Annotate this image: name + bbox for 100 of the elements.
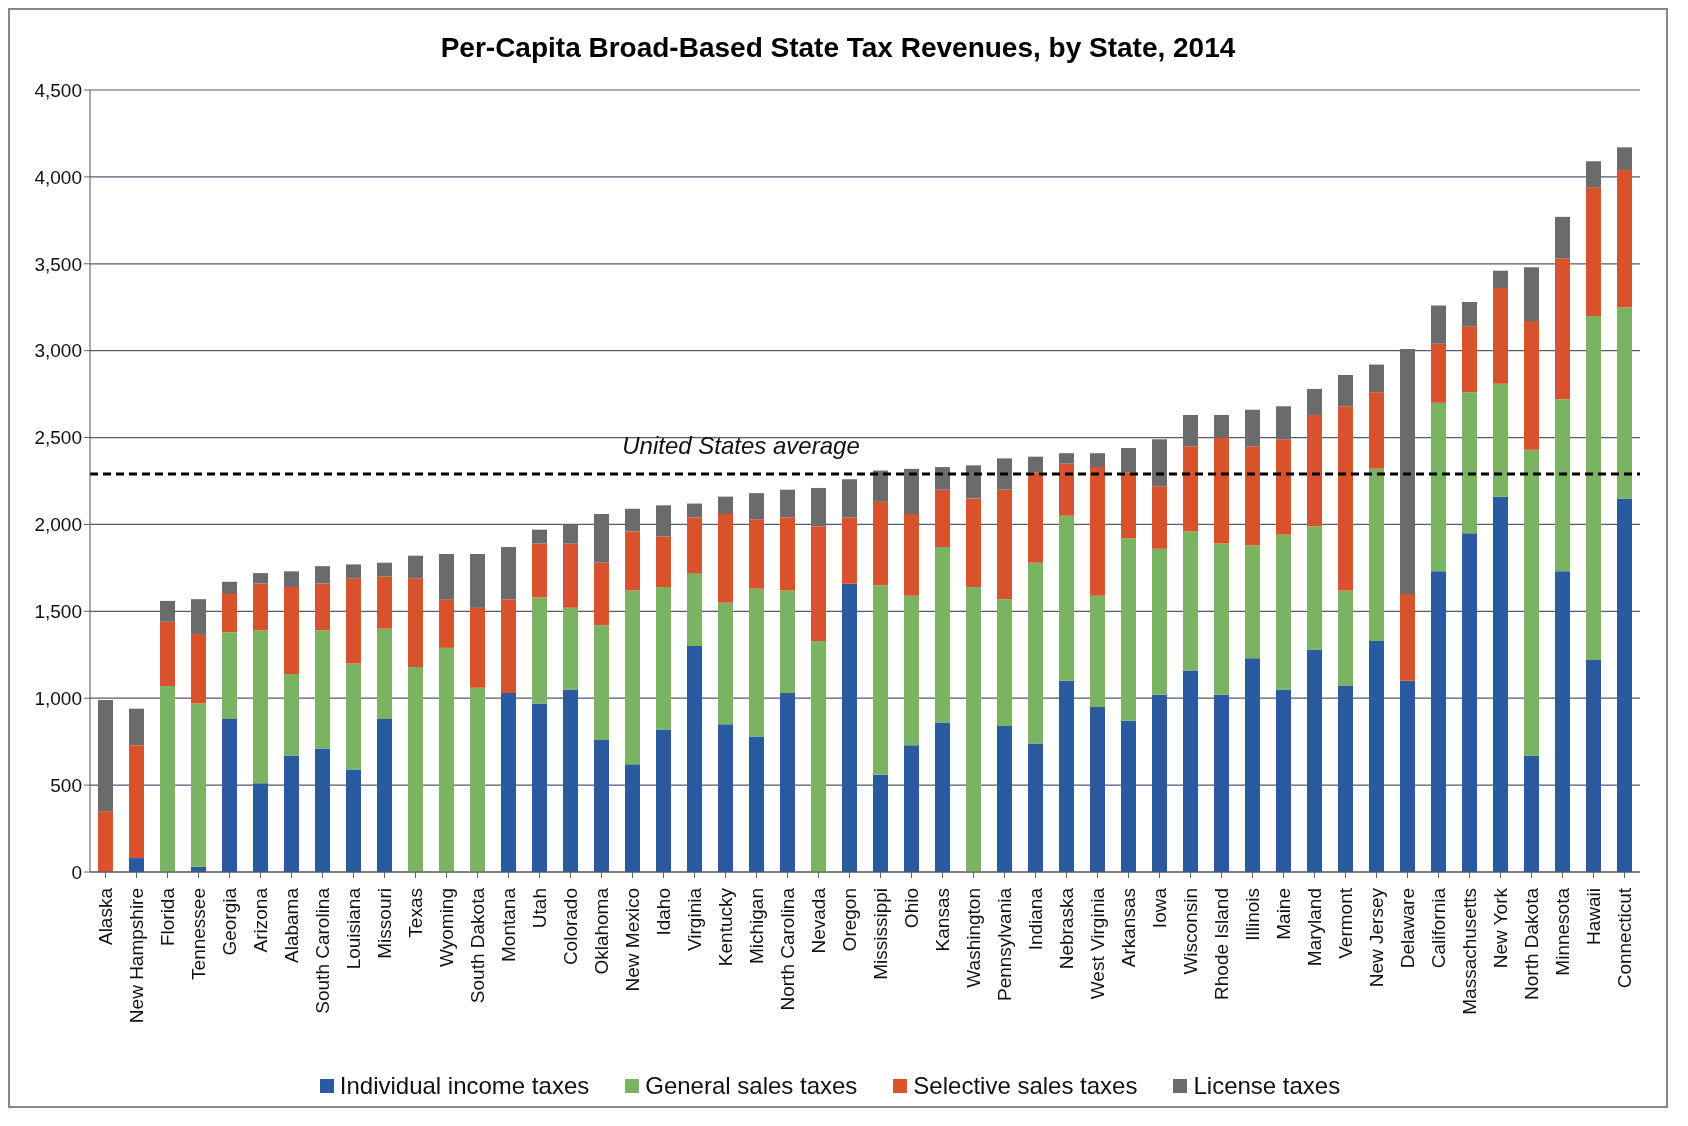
bar [1183,446,1198,532]
bar [501,599,516,694]
bar [1431,571,1446,872]
bar [718,496,733,515]
bar [1586,161,1601,188]
bar [1028,562,1043,744]
bar [439,647,454,872]
bar [377,628,392,720]
bar [594,514,609,563]
x-tick-label: Washington [963,888,984,988]
x-tick-label: Kentucky [715,887,736,967]
x-tick-label: South Dakota [467,887,488,1004]
x-tick-label: Texas [405,888,426,938]
bar [470,687,485,872]
x-tick-label: New Mexico [622,888,643,992]
bar [935,489,950,548]
x-tick-label: New York [1490,887,1511,969]
bar [1462,302,1477,327]
bar [1586,659,1601,872]
bar [687,646,702,872]
bar [1617,147,1632,170]
x-tick-label: Delaware [1397,888,1418,969]
bar [1462,326,1477,393]
bar [284,571,299,587]
bar [408,555,423,579]
bar [1245,545,1260,659]
bar [1307,388,1322,415]
y-tick-label: 500 [50,774,82,796]
bar [1307,649,1322,872]
bar [98,811,113,872]
bar [1338,686,1353,872]
bar [563,607,578,690]
bar [935,467,950,490]
bar [1183,414,1198,447]
bar [222,593,237,633]
x-tick-label: Rhode Island [1211,888,1232,1000]
bar [1152,548,1167,695]
bar [315,583,330,631]
bar [408,666,423,872]
bar [98,699,113,812]
x-tick-label: Kansas [932,888,953,952]
bar [315,566,330,584]
x-tick-label: Michigan [746,888,767,965]
x-tick-label: Tennessee [188,888,209,980]
bar [284,755,299,872]
bar [1524,267,1539,322]
x-tick-label: Utah [529,888,550,929]
bar [656,536,671,587]
x-tick-label: Indiana [1025,887,1046,951]
bar [1276,406,1291,440]
x-tick-label: New Hampshire [126,888,147,1024]
x-tick-label: Montana [498,887,519,962]
bar [563,543,578,608]
x-tick-label: Massachusetts [1459,888,1480,1015]
chart-title: Per-Capita Broad-Based State Tax Revenues, by State, 2014 [439,31,1237,65]
bar [253,630,268,784]
bar [1338,590,1353,687]
bar [687,517,702,574]
bar [439,553,454,600]
bar [253,583,268,631]
bar [1617,498,1632,872]
bar [1214,437,1229,544]
bar [780,590,795,694]
y-tick-label: 1,500 [34,601,82,623]
x-tick-label: Oregon [839,888,860,952]
bar [997,599,1012,727]
bar [687,573,702,647]
bar [749,736,764,872]
bar [1400,680,1415,872]
bar [1555,216,1570,259]
bar [315,630,330,749]
bar [966,587,981,872]
bar [749,493,764,520]
legend-label: License taxes [1192,1072,1341,1100]
bar [1121,472,1136,539]
x-tick-label: Nebraska [1056,887,1077,970]
y-tick-label: 3,500 [34,253,82,275]
bar [904,468,919,515]
bar [1431,305,1446,344]
bar [1400,348,1415,594]
bar [532,597,547,704]
bar [222,719,237,872]
bar [1307,526,1322,650]
bar [656,505,671,537]
bar [594,739,609,872]
bar [1555,258,1570,400]
bar [904,745,919,872]
x-tick-label: Oklahoma [591,887,612,975]
bar [160,600,175,622]
bar [315,748,330,872]
bar [718,602,733,725]
bar [346,663,361,770]
bar [842,479,857,518]
bar [1214,694,1229,872]
y-tick-label: 0 [71,861,82,883]
bar [904,595,919,746]
bar [563,524,578,544]
bar [1307,414,1322,527]
x-tick-label: Colorado [560,888,581,966]
bar [1183,531,1198,671]
